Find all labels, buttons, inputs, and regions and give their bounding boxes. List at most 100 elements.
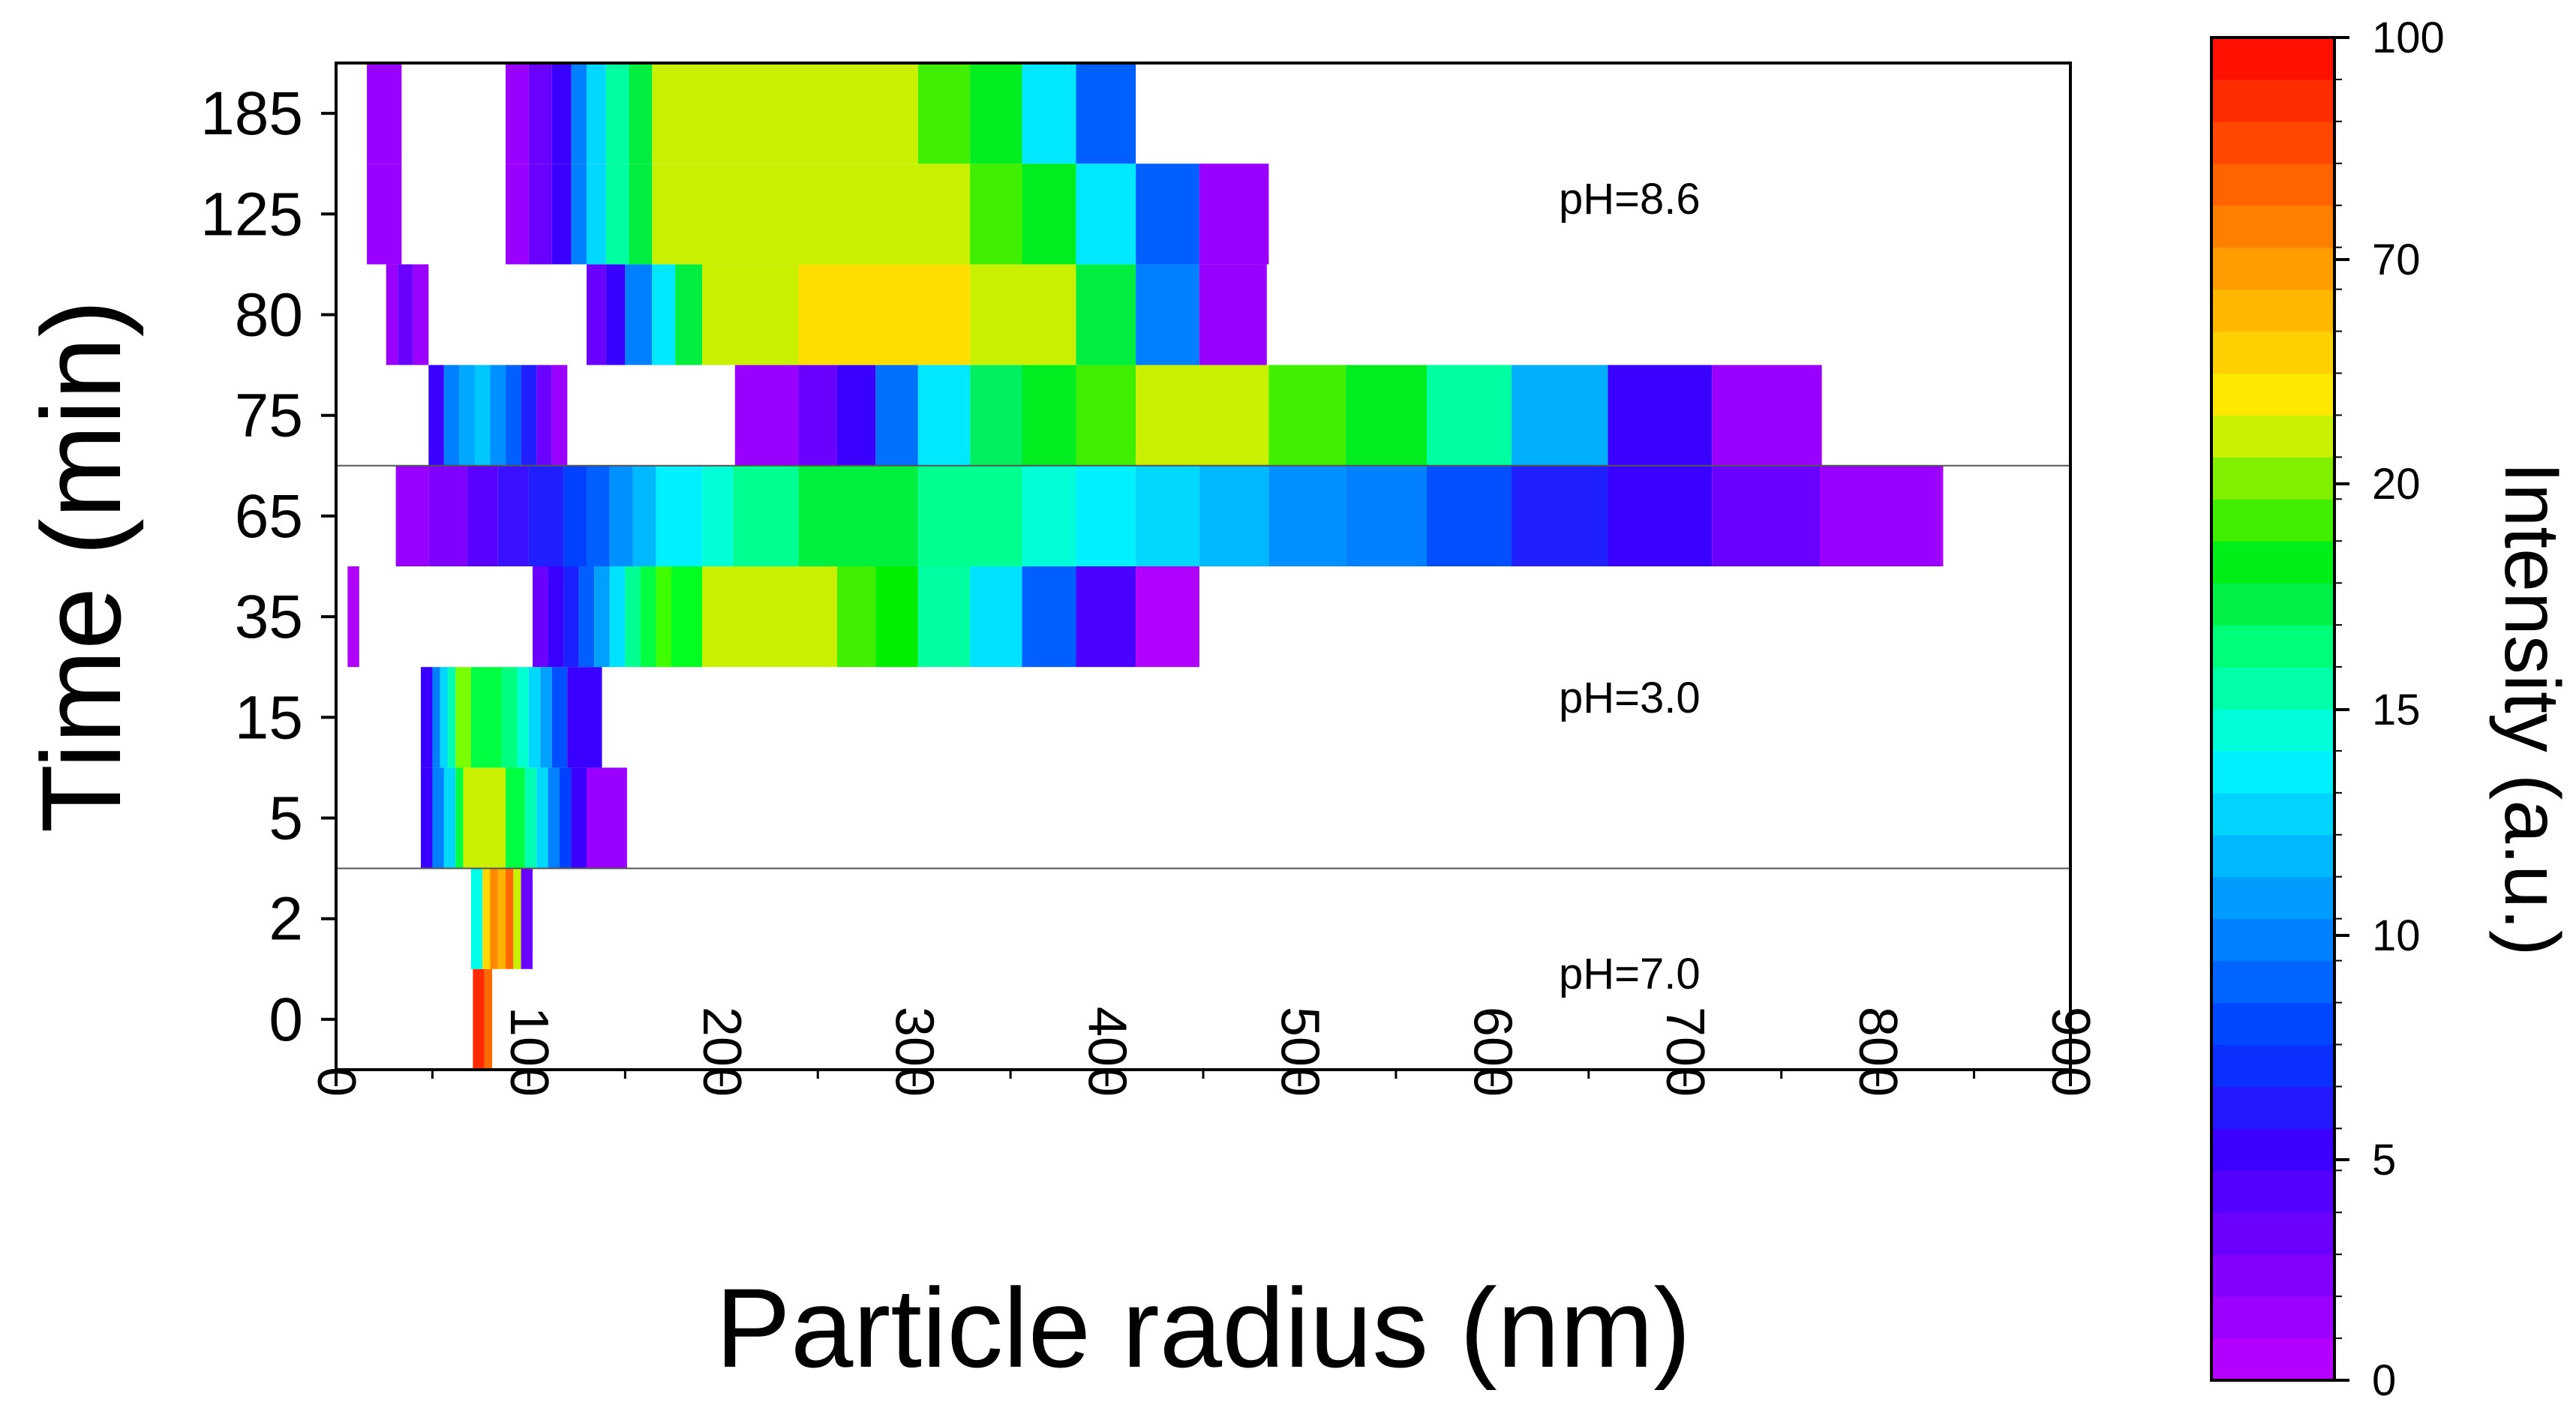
cell-t80-6 (652, 264, 676, 365)
colorbar-band-23 (2211, 373, 2334, 416)
cell-t80-0 (386, 264, 398, 365)
cell-t35-10 (671, 566, 703, 668)
x-tick-label-200: 200 (692, 1007, 752, 1097)
x-axis: 0 100 200 300 400 500 600 700 800 900 (306, 1007, 2100, 1097)
cell-t5-3 (455, 767, 464, 869)
cell-t65-1 (428, 465, 467, 566)
cell-t75-2 (459, 365, 475, 466)
cell-t15-0 (421, 667, 433, 768)
cell-t125-8 (652, 164, 971, 265)
colorbar-band-10 (2211, 918, 2334, 962)
cell-t125-4 (571, 164, 587, 265)
cell-t65-21 (1512, 465, 1608, 566)
cell-t65-0 (395, 465, 429, 566)
cell-t185-2 (528, 63, 552, 164)
x-tick-label-600: 600 (1462, 1007, 1522, 1097)
cell-t35-3 (563, 566, 579, 668)
cell-t185-11 (1022, 63, 1076, 164)
cell-t65-9 (656, 465, 703, 566)
cell-t35-6 (609, 566, 626, 668)
colorbar-band-1 (2211, 1296, 2334, 1339)
y-tick-label-0: 0 (269, 986, 303, 1054)
cell-t75-16 (1076, 365, 1136, 466)
colorbar-band-14 (2211, 750, 2334, 794)
cell-t5-1 (432, 767, 444, 869)
colorbar-tick-label-20: 20 (2372, 460, 2421, 509)
y-tick-label-5: 5 (269, 785, 303, 853)
colorbar-band-20 (2211, 499, 2334, 542)
cell-t125-7 (629, 164, 653, 265)
cell-t65-5 (563, 465, 587, 566)
cell-t15-3 (447, 667, 456, 768)
y-tick-label-125: 125 (200, 180, 303, 248)
y-tick-label-185: 185 (200, 80, 303, 148)
cell-t15-2 (440, 667, 448, 768)
colorbar-band-24 (2211, 331, 2334, 374)
y-axis: 0 2 5 15 35 65 75 80 125 185 (200, 80, 336, 1054)
cell-t80-12 (1136, 264, 1199, 365)
cell-t35-4 (578, 566, 595, 668)
cell-t35-9 (656, 566, 671, 668)
y-tick-label-75: 75 (235, 382, 303, 450)
cell-t75-17 (1136, 365, 1269, 466)
cell-t75-23 (1712, 365, 1822, 466)
colorbar-tick-label-15: 15 (2372, 686, 2421, 734)
colorbar-tick-label-100: 100 (2372, 14, 2445, 62)
colorbar-band-12 (2211, 834, 2334, 878)
x-tick-label-400: 400 (1077, 1007, 1137, 1097)
cell-t65-7 (609, 465, 633, 566)
cell-t185-7 (629, 63, 653, 164)
cell-t0-1 (484, 968, 493, 1070)
cell-t5-9 (559, 767, 572, 869)
colorbar-band-13 (2211, 792, 2334, 836)
cell-t75-8 (551, 365, 568, 466)
x-tick-label-700: 700 (1655, 1007, 1715, 1097)
cell-t65-8 (632, 465, 656, 566)
cell-t2-3 (497, 868, 506, 969)
colorbar: 0 5 10 15 20 70 100 (2210, 14, 2445, 1405)
cell-t80-2 (413, 264, 429, 365)
cell-t125-2 (528, 164, 552, 265)
cell-t15-6 (501, 667, 518, 768)
colorbar-band-31 (2211, 38, 2334, 80)
cell-t75-10 (798, 365, 837, 466)
cell-t65-14 (1022, 465, 1076, 566)
cell-t75-5 (506, 365, 521, 466)
cell-t5-7 (536, 767, 548, 869)
colorbar-band-7 (2211, 1044, 2334, 1088)
cell-t35-16 (1022, 566, 1076, 668)
cell-t125-0 (367, 164, 402, 265)
cell-t185-1 (506, 63, 529, 164)
cell-t65-2 (467, 465, 498, 566)
x-tick-label-800: 800 (1848, 1007, 1908, 1097)
cell-t75-0 (428, 365, 444, 466)
cell-t125-3 (551, 164, 572, 265)
cell-t65-19 (1346, 465, 1427, 566)
cell-t5-6 (524, 767, 537, 869)
cell-t15-7 (517, 667, 529, 768)
colorbar-label: Intensity (a.u.) (2488, 462, 2575, 956)
cell-t185-10 (970, 63, 1022, 164)
x-tick-label-0: 0 (306, 1067, 366, 1097)
cell-t65-3 (497, 465, 529, 566)
cell-t65-10 (702, 465, 734, 566)
cell-t80-11 (1076, 264, 1136, 365)
cell-t75-1 (443, 365, 460, 466)
cell-t2-2 (490, 868, 498, 969)
cell-t80-1 (398, 264, 413, 365)
cell-t5-8 (548, 767, 560, 869)
cell-t75-14 (970, 365, 1022, 466)
colorbar-tick-label-10: 10 (2372, 911, 2421, 960)
cell-t185-12 (1076, 63, 1136, 164)
colorbar-band-15 (2211, 709, 2334, 752)
cell-t5-4 (463, 767, 506, 869)
cell-t35-1 (533, 566, 548, 668)
cell-t0-0 (473, 968, 485, 1070)
cell-t2-1 (482, 868, 491, 969)
cell-t75-19 (1346, 365, 1427, 466)
cell-t15-9 (540, 667, 552, 768)
cell-t125-6 (605, 164, 629, 265)
colorbar-band-16 (2211, 667, 2334, 710)
cell-t75-6 (521, 365, 537, 466)
cell-t185-6 (605, 63, 629, 164)
